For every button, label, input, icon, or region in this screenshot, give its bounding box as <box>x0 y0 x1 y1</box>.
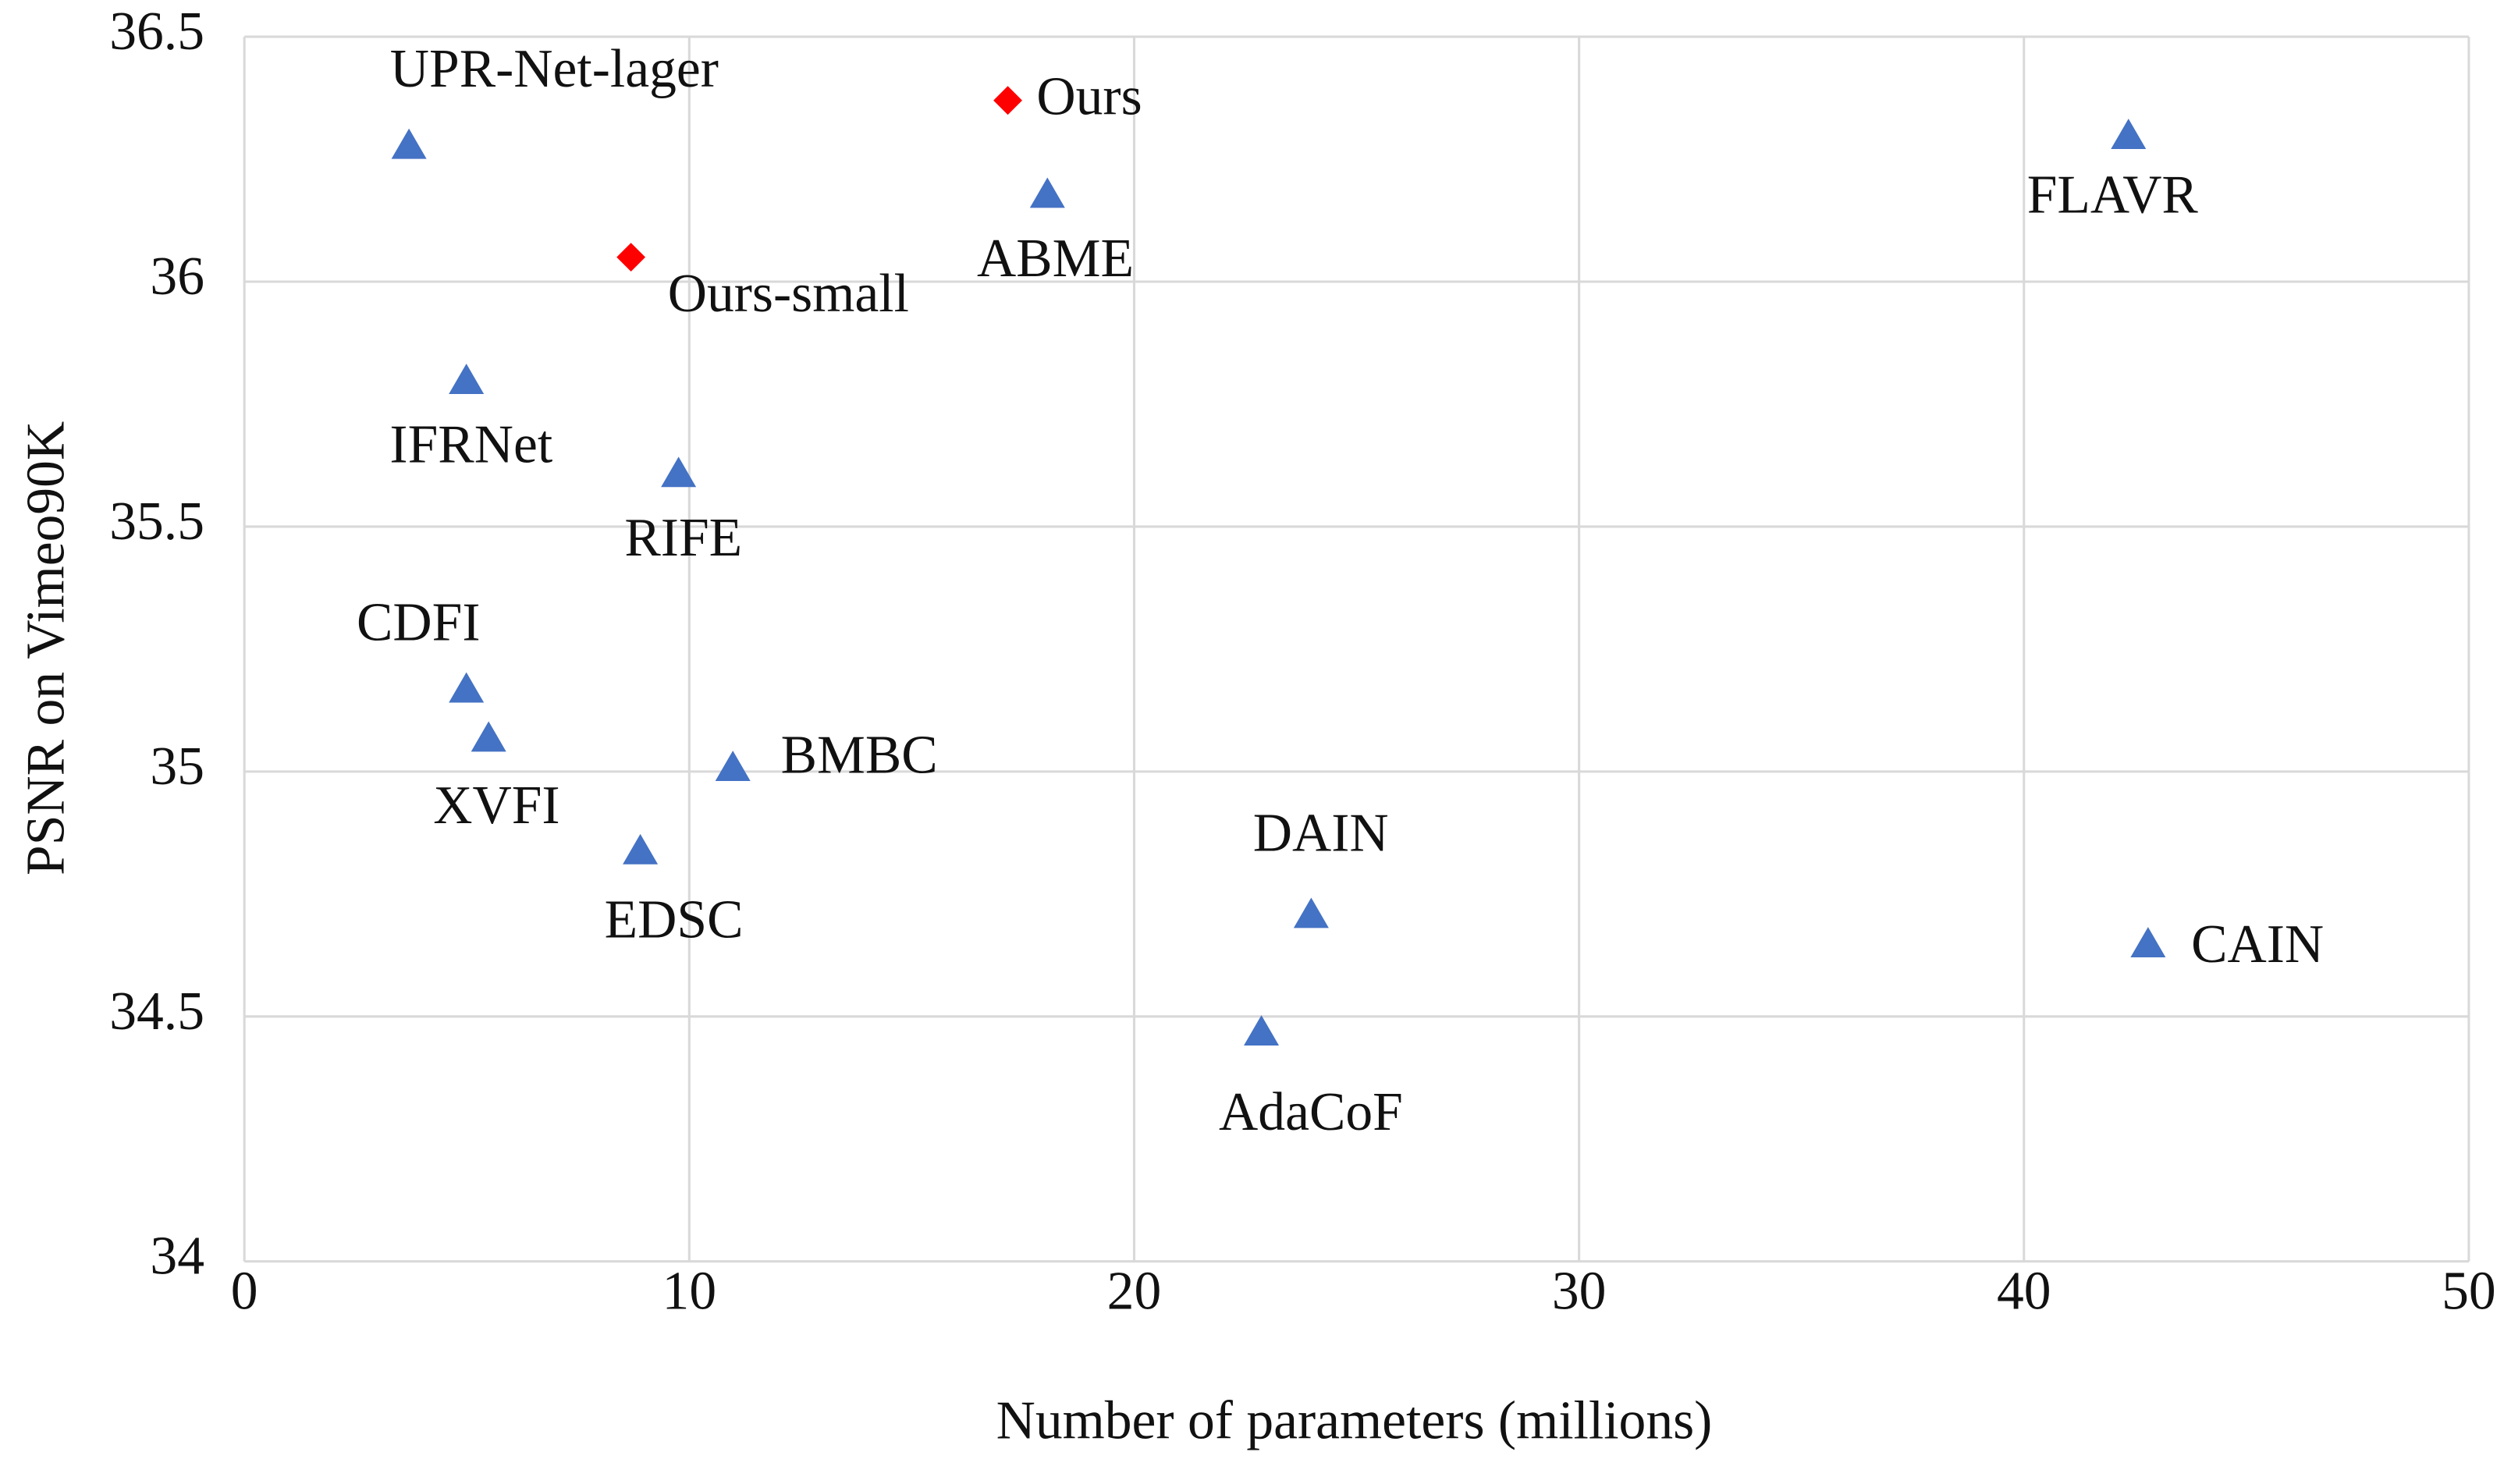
data-point <box>1029 177 1065 208</box>
y-tick-label: 34 <box>150 1227 204 1287</box>
data-point <box>1244 1015 1280 1046</box>
data-point <box>661 456 697 488</box>
point-label: CDFI <box>357 592 481 652</box>
point-label: UPR-Net-lager <box>390 39 719 99</box>
point-label: Ours-small <box>668 264 909 324</box>
x-tick-label: 50 <box>2442 1262 2496 1322</box>
x-axis-label: Number of parameters (millions) <box>996 1390 1713 1450</box>
x-tick-label: 30 <box>1552 1262 1607 1322</box>
y-tick-label: 36 <box>150 247 204 307</box>
point-label: FLAVR <box>2027 165 2199 225</box>
point-label: ABME <box>977 229 1134 289</box>
x-tick-label: 0 <box>231 1262 258 1322</box>
x-tick-label: 40 <box>1997 1262 2051 1322</box>
data-point <box>2111 119 2147 150</box>
data-point <box>449 364 485 394</box>
data-point <box>449 672 485 703</box>
data-point <box>2130 927 2166 958</box>
y-tick-label: 36.5 <box>109 2 204 62</box>
point-label: AdaCoF <box>1219 1082 1403 1142</box>
point-label: XVFI <box>433 776 559 836</box>
y-tick-label: 34.5 <box>109 982 204 1042</box>
x-tick-label: 10 <box>662 1262 717 1322</box>
data-point <box>616 243 646 272</box>
data-point <box>391 128 427 159</box>
y-tick-label: 35 <box>150 737 204 797</box>
point-label: EDSC <box>605 889 744 950</box>
data-point <box>471 721 506 752</box>
point-label: RIFE <box>624 508 742 568</box>
y-axis-label: PSNR on Vimeo90K <box>16 421 76 875</box>
y-tick-label: 35.5 <box>109 492 204 552</box>
data-point <box>623 833 659 864</box>
x-tick-label: 20 <box>1107 1262 1162 1322</box>
point-label: CAIN <box>2191 914 2324 975</box>
point-label: Ours <box>1036 67 1142 127</box>
data-point <box>715 751 751 781</box>
data-point <box>1293 897 1329 928</box>
point-label: IFRNet <box>389 415 552 475</box>
data-point <box>993 86 1022 115</box>
point-label: BMBC <box>781 725 938 785</box>
point-label: DAIN <box>1253 804 1389 864</box>
